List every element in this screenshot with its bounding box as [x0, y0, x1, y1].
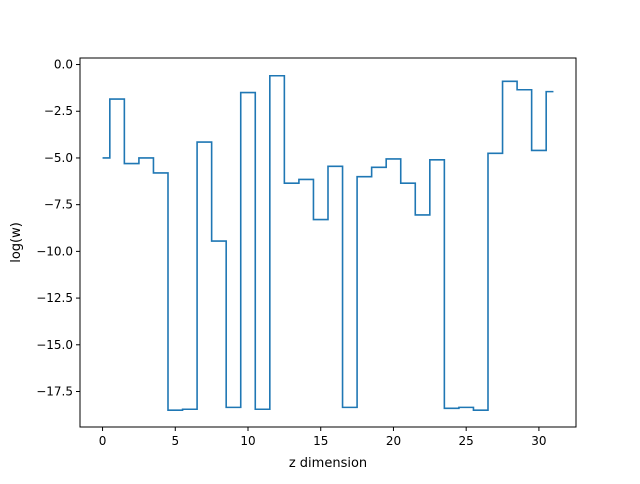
y-tick-label: −7.5 [44, 198, 73, 212]
y-tick-label: −10.0 [36, 244, 73, 258]
x-tick-label: 30 [531, 434, 546, 448]
y-axis-label: log(w) [9, 222, 24, 263]
y-tick-label: −17.5 [36, 385, 73, 399]
y-tick-label: −2.5 [44, 104, 73, 118]
x-tick-label: 15 [313, 434, 328, 448]
x-tick-label: 10 [240, 434, 255, 448]
y-tick-label: 0.0 [54, 58, 73, 72]
x-tick-label: 0 [99, 434, 107, 448]
x-axis-label: z dimension [289, 456, 367, 471]
y-tick-label: −12.5 [36, 291, 73, 305]
y-tick-label: −15.0 [36, 338, 73, 352]
x-tick-label: 5 [171, 434, 179, 448]
y-tick-label: −5.0 [44, 151, 73, 165]
x-tick-label: 20 [386, 434, 401, 448]
x-tick-label: 25 [459, 434, 474, 448]
